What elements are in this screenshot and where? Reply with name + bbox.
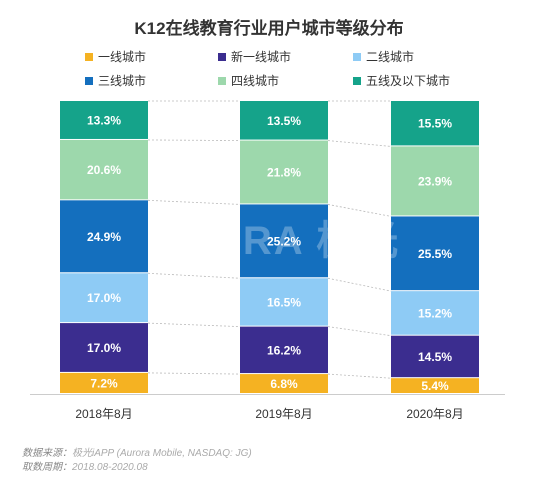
bar-segment — [391, 146, 479, 216]
aurora-watermark: URORA 极光 — [148, 219, 401, 263]
connector-line — [147, 199, 241, 205]
connector-line — [327, 373, 392, 379]
legend-swatch — [85, 53, 93, 61]
connector-line — [327, 277, 392, 292]
bar-segment — [240, 204, 328, 278]
bar-segment — [240, 140, 328, 204]
bar-segment — [391, 335, 479, 378]
legend-item: 新一线城市 — [218, 48, 291, 65]
data-label: 23.9% — [418, 174, 452, 188]
legend-item: 五线及以下城市 — [353, 72, 450, 89]
data-source-label: 数据来源： — [22, 448, 72, 459]
connector-line — [147, 322, 241, 328]
legend-item: 一线城市 — [85, 48, 146, 65]
legend-item: 三线城市 — [85, 72, 146, 89]
connector-line — [147, 139, 241, 141]
data-label: 24.9% — [87, 230, 121, 244]
data-label: 17.0% — [87, 341, 121, 355]
legend-swatch — [218, 77, 226, 85]
legend-label: 二线城市 — [366, 50, 415, 64]
data-label: 25.2% — [267, 234, 301, 248]
data-period-label: 取数周期： — [22, 462, 72, 473]
bar-segment — [391, 291, 479, 335]
bar-segment — [240, 374, 328, 393]
x-tick-label: 2018年8月 — [75, 407, 132, 421]
legend-label: 五线及以下城市 — [366, 74, 451, 88]
data-period: 取数周期：2018.08-2020.08 — [22, 461, 252, 475]
bar-segment — [391, 378, 479, 393]
data-label: 13.5% — [267, 114, 301, 128]
legend-item: 二线城市 — [353, 48, 414, 65]
legend-swatch — [85, 77, 93, 85]
data-label: 7.2% — [90, 376, 118, 390]
legend-label: 一线城市 — [98, 50, 147, 64]
legend-item: 四线城市 — [218, 72, 279, 89]
bar-segment — [391, 101, 479, 146]
data-label: 6.8% — [270, 377, 298, 391]
data-label: 13.3% — [87, 113, 121, 127]
bar-segment — [60, 200, 148, 273]
data-label: 16.5% — [267, 295, 301, 309]
bar-segment — [60, 101, 148, 139]
data-label: 17.0% — [87, 291, 121, 305]
x-tick-label: 2020年8月 — [406, 407, 463, 421]
bar-segment — [60, 273, 148, 323]
legend-label: 三线城市 — [98, 74, 147, 88]
connector-line — [327, 326, 392, 337]
legend-swatch — [218, 53, 226, 61]
data-label: 5.4% — [421, 379, 449, 393]
legend-label: 四线城市 — [231, 74, 280, 88]
bar-segment — [240, 101, 328, 140]
bar-segment — [60, 372, 148, 393]
data-label: 16.2% — [267, 343, 301, 357]
x-tick-label: 2019年8月 — [255, 407, 312, 421]
data-source: 数据来源：极光iAPP (Aurora Mobile, NASDAQ: JG) — [22, 447, 252, 461]
bar-segment — [60, 139, 148, 200]
data-label: 15.5% — [418, 117, 452, 131]
connector-line — [147, 272, 241, 279]
data-label: 20.6% — [87, 163, 121, 177]
chart-title: K12在线教育行业用户城市等级分布 — [134, 19, 404, 38]
legend-swatch — [353, 77, 361, 85]
bar-segment — [240, 326, 328, 374]
data-label: 21.8% — [267, 165, 301, 179]
bar-segment — [240, 278, 328, 326]
connector-line — [327, 204, 392, 217]
data-label: 15.2% — [418, 306, 452, 320]
data-label: 25.5% — [418, 247, 452, 261]
legend-label: 新一线城市 — [231, 50, 292, 64]
connector-line — [147, 372, 241, 375]
data-label: 14.5% — [418, 350, 452, 364]
bar-segment — [391, 216, 479, 291]
bar-segment — [60, 323, 148, 372]
connector-line — [327, 140, 392, 147]
data-source-value: 极光iAPP (Aurora Mobile, NASDAQ: JG) — [72, 448, 252, 459]
footer: 数据来源：极光iAPP (Aurora Mobile, NASDAQ: JG) … — [22, 447, 252, 475]
data-period-value: 2018.08-2020.08 — [72, 462, 148, 473]
legend-swatch — [353, 53, 361, 61]
